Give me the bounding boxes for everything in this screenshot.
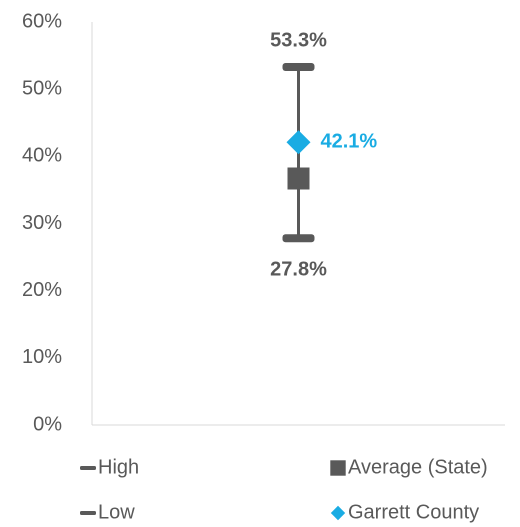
y-tick-label: 10% (22, 346, 62, 368)
legend-label: Average (State) (348, 456, 488, 478)
legend-label: High (98, 456, 139, 478)
y-tick-label: 50% (22, 77, 62, 99)
data-label: 42.1% (321, 131, 378, 153)
legend-marker (80, 466, 96, 470)
y-tick-label: 60% (22, 10, 62, 32)
legend-marker (80, 511, 96, 515)
dash-marker (282, 63, 315, 72)
legend-label: Garrett County (348, 501, 479, 523)
legend-label: Low (98, 501, 135, 523)
diamond-marker (286, 130, 311, 155)
y-tick-label: 30% (22, 212, 62, 234)
legend-marker (330, 460, 346, 476)
data-label: 27.8% (270, 259, 327, 281)
y-tick-label: 0% (33, 413, 62, 435)
square-marker (287, 167, 310, 190)
y-tick-label: 40% (22, 145, 62, 167)
y-tick-label: 20% (22, 279, 62, 301)
dash-marker (282, 234, 315, 243)
legend-marker (330, 505, 346, 521)
data-label: 53.3% (270, 29, 327, 51)
